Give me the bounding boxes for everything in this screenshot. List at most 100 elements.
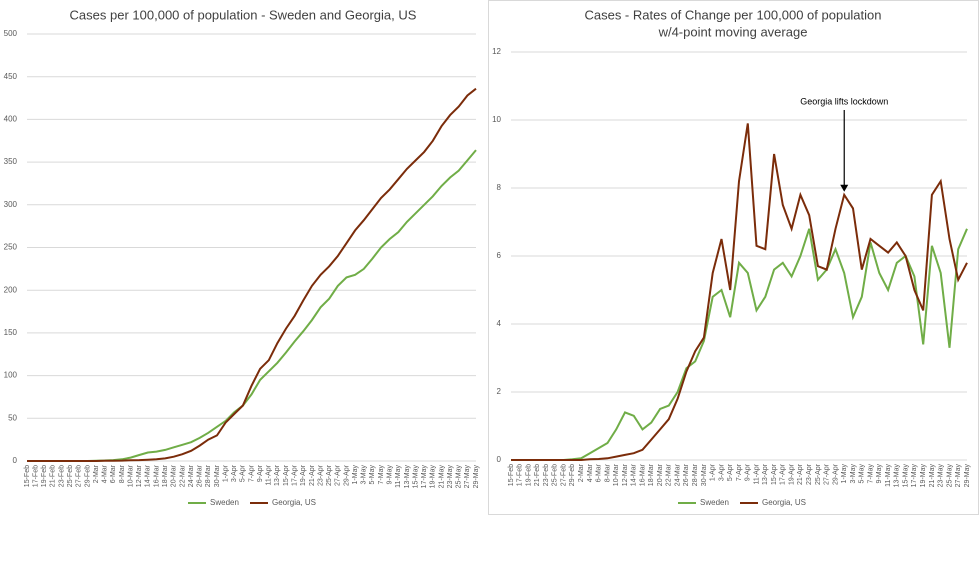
y-tick-label: 450 bbox=[4, 72, 18, 81]
y-tick-label: 0 bbox=[497, 455, 502, 464]
series-line bbox=[511, 123, 968, 461]
y-tick-label: 50 bbox=[8, 413, 17, 422]
x-tick-label: 23-Apr bbox=[806, 463, 813, 485]
x-tick-label: 4-Mar bbox=[102, 464, 109, 483]
x-tick-label: 27-Feb bbox=[560, 464, 567, 486]
y-tick-label: 12 bbox=[492, 47, 501, 56]
x-tick-label: 28-Mar bbox=[692, 463, 699, 486]
x-tick-label: 30-Mar bbox=[701, 463, 708, 486]
x-tick-label: 27-May bbox=[464, 465, 471, 489]
x-tick-label: 27-Feb bbox=[76, 465, 83, 487]
x-tick-label: 8-Mar bbox=[119, 464, 126, 483]
x-tick-label: 20-Mar bbox=[171, 464, 178, 487]
x-tick-label: 26-Mar bbox=[197, 464, 204, 487]
x-tick-label: 10-Mar bbox=[127, 464, 134, 487]
y-tick-label: 400 bbox=[4, 115, 18, 124]
x-tick-label: 15-May bbox=[902, 464, 909, 488]
x-tick-label: 27-May bbox=[955, 464, 962, 488]
y-tick-label: 2 bbox=[497, 387, 502, 396]
y-tick-label: 6 bbox=[497, 251, 502, 260]
x-tick-label: 29-Apr bbox=[343, 464, 350, 486]
x-tick-label: 15-Apr bbox=[283, 464, 290, 486]
x-tick-label: 11-Apr bbox=[753, 463, 760, 484]
x-tick-label: 21-Apr bbox=[309, 464, 316, 486]
x-tick-label: 23-Feb bbox=[58, 465, 65, 487]
x-tick-label: 5-May bbox=[369, 465, 376, 485]
x-tick-label: 28-Mar bbox=[205, 464, 212, 487]
series-line bbox=[511, 228, 968, 461]
x-tick-label: 3-Apr bbox=[718, 463, 725, 481]
chart-title: Cases per 100,000 of population - Sweden… bbox=[70, 7, 417, 22]
x-tick-label: 25-Apr bbox=[326, 464, 333, 486]
x-tick-label: 19-Apr bbox=[788, 463, 795, 485]
y-tick-label: 500 bbox=[4, 29, 18, 38]
x-tick-label: 3-May bbox=[361, 465, 368, 485]
x-tick-label: 18-Mar bbox=[162, 464, 169, 487]
x-tick-label: 21-May bbox=[929, 464, 936, 488]
x-tick-label: 15-May bbox=[412, 465, 419, 489]
x-tick-label: 27-Apr bbox=[335, 464, 342, 486]
series-line bbox=[27, 87, 477, 462]
legend-label: Sweden bbox=[700, 498, 729, 507]
x-tick-label: 1-Apr bbox=[710, 463, 717, 481]
x-tick-label: 16-Mar bbox=[153, 464, 160, 487]
x-tick-label: 9-May bbox=[386, 465, 393, 485]
y-tick-label: 8 bbox=[497, 183, 502, 192]
annotation-text: Georgia lifts lockdown bbox=[800, 96, 888, 106]
x-tick-label: 3-Apr bbox=[231, 464, 238, 482]
y-tick-label: 150 bbox=[4, 328, 18, 337]
x-tick-label: 1-May bbox=[352, 465, 359, 485]
y-tick-label: 300 bbox=[4, 200, 18, 209]
x-tick-label: 6-Mar bbox=[596, 463, 603, 482]
x-tick-label: 9-Apr bbox=[257, 464, 264, 482]
x-tick-label: 14-Mar bbox=[631, 463, 638, 486]
x-tick-label: 12-Mar bbox=[136, 464, 143, 487]
x-tick-label: 15-Feb bbox=[24, 465, 31, 487]
x-tick-label: 25-Feb bbox=[552, 464, 559, 486]
x-tick-label: 7-May bbox=[867, 464, 874, 484]
x-tick-label: 17-Feb bbox=[32, 465, 39, 487]
y-tick-label: 200 bbox=[4, 285, 18, 294]
x-tick-label: 10-Mar bbox=[613, 463, 620, 486]
x-tick-label: 25-Apr bbox=[815, 463, 822, 485]
x-tick-label: 16-Mar bbox=[639, 463, 646, 486]
x-tick-label: 7-Apr bbox=[248, 464, 255, 482]
x-tick-label: 21-Apr bbox=[797, 463, 804, 485]
x-tick-label: 23-May bbox=[447, 465, 454, 489]
x-tick-label: 2-Mar bbox=[578, 463, 585, 482]
x-tick-label: 21-Feb bbox=[534, 464, 541, 486]
x-tick-label: 7-Apr bbox=[736, 463, 743, 481]
x-tick-label: 19-Feb bbox=[525, 464, 532, 486]
x-tick-label: 30-Mar bbox=[214, 464, 221, 487]
x-tick-label: 29-Apr bbox=[832, 463, 839, 485]
y-tick-label: 0 bbox=[13, 456, 18, 465]
x-tick-label: 20-Mar bbox=[657, 463, 664, 486]
x-tick-label: 5-May bbox=[859, 464, 866, 484]
x-tick-label: 19-Feb bbox=[41, 465, 48, 487]
chart-title: Cases - Rates of Change per 100,000 of p… bbox=[584, 7, 881, 22]
y-tick-label: 250 bbox=[4, 243, 18, 252]
chart-subtitle: w/4-point moving average bbox=[658, 24, 808, 39]
x-tick-label: 5-Apr bbox=[240, 464, 247, 482]
x-tick-label: 26-Mar bbox=[683, 463, 690, 486]
x-tick-label: 5-Apr bbox=[727, 463, 734, 481]
x-tick-label: 25-May bbox=[456, 465, 463, 489]
x-tick-label: 24-Mar bbox=[188, 464, 195, 487]
y-tick-label: 10 bbox=[492, 115, 501, 124]
x-tick-label: 1-Apr bbox=[222, 464, 229, 482]
x-tick-label: 29-Feb bbox=[569, 464, 576, 486]
x-tick-label: 11-May bbox=[395, 465, 402, 488]
x-tick-label: 15-Feb bbox=[508, 464, 515, 486]
x-tick-label: 23-Feb bbox=[543, 464, 550, 486]
x-tick-label: 7-May bbox=[378, 465, 385, 485]
x-tick-label: 22-Mar bbox=[179, 464, 186, 487]
x-tick-label: 25-May bbox=[946, 464, 953, 488]
x-tick-label: 17-Apr bbox=[780, 463, 787, 485]
x-tick-label: 17-May bbox=[421, 465, 428, 489]
legend-label: Sweden bbox=[210, 498, 239, 507]
x-tick-label: 21-May bbox=[438, 465, 445, 489]
annotation-arrowhead bbox=[840, 184, 849, 192]
x-tick-label: 13-Apr bbox=[274, 464, 281, 486]
x-tick-label: 19-Apr bbox=[300, 464, 307, 486]
